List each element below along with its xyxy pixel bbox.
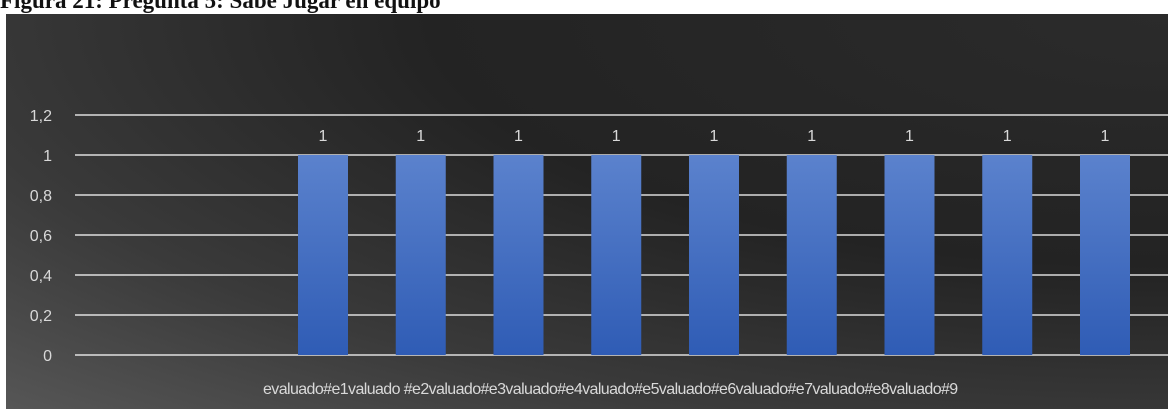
data-label: 1 — [612, 128, 621, 145]
figure-caption: Figura 21: Pregunta 5: Sabe Jugar en equ… — [0, 0, 441, 13]
bar — [884, 155, 935, 355]
data-label: 1 — [514, 128, 523, 145]
x-tick-label: valuado#e4 — [505, 381, 582, 398]
x-tick-label: valuado#e5 — [582, 381, 659, 398]
data-label: 1 — [319, 128, 328, 145]
y-tick-label: 0,4 — [30, 268, 52, 285]
y-tick-label: 1,2 — [30, 108, 52, 125]
x-tick-label: valuado#e7 — [736, 381, 813, 398]
y-tick-label: 0,2 — [30, 308, 52, 325]
data-label: 1 — [905, 128, 914, 145]
bar — [493, 155, 544, 355]
x-tick-label: valuado#e6 — [659, 381, 736, 398]
data-label: 1 — [1101, 128, 1110, 145]
data-label: 1 — [807, 128, 816, 145]
bar — [591, 155, 642, 355]
bar — [786, 155, 837, 355]
x-tick-label: valuado#9 — [889, 381, 958, 398]
bar — [689, 155, 739, 355]
y-tick-label: 1 — [43, 148, 52, 165]
data-label: 1 — [710, 128, 719, 145]
bar — [395, 155, 446, 355]
x-tick-label: valuado#e3 — [429, 381, 506, 398]
x-tick-label: evaluado#e1 — [263, 381, 349, 398]
bar — [298, 155, 348, 355]
y-tick-label: 0 — [43, 348, 52, 365]
bar — [982, 155, 1033, 355]
x-tick-label: valuado#e8 — [812, 381, 889, 398]
data-label: 1 — [416, 128, 425, 145]
bar — [1080, 155, 1130, 355]
x-tick-label: valuado #e2 — [348, 381, 429, 398]
y-tick-label: 0,8 — [30, 188, 52, 205]
y-tick-label: 0,6 — [30, 228, 52, 245]
data-label: 1 — [1003, 128, 1012, 145]
